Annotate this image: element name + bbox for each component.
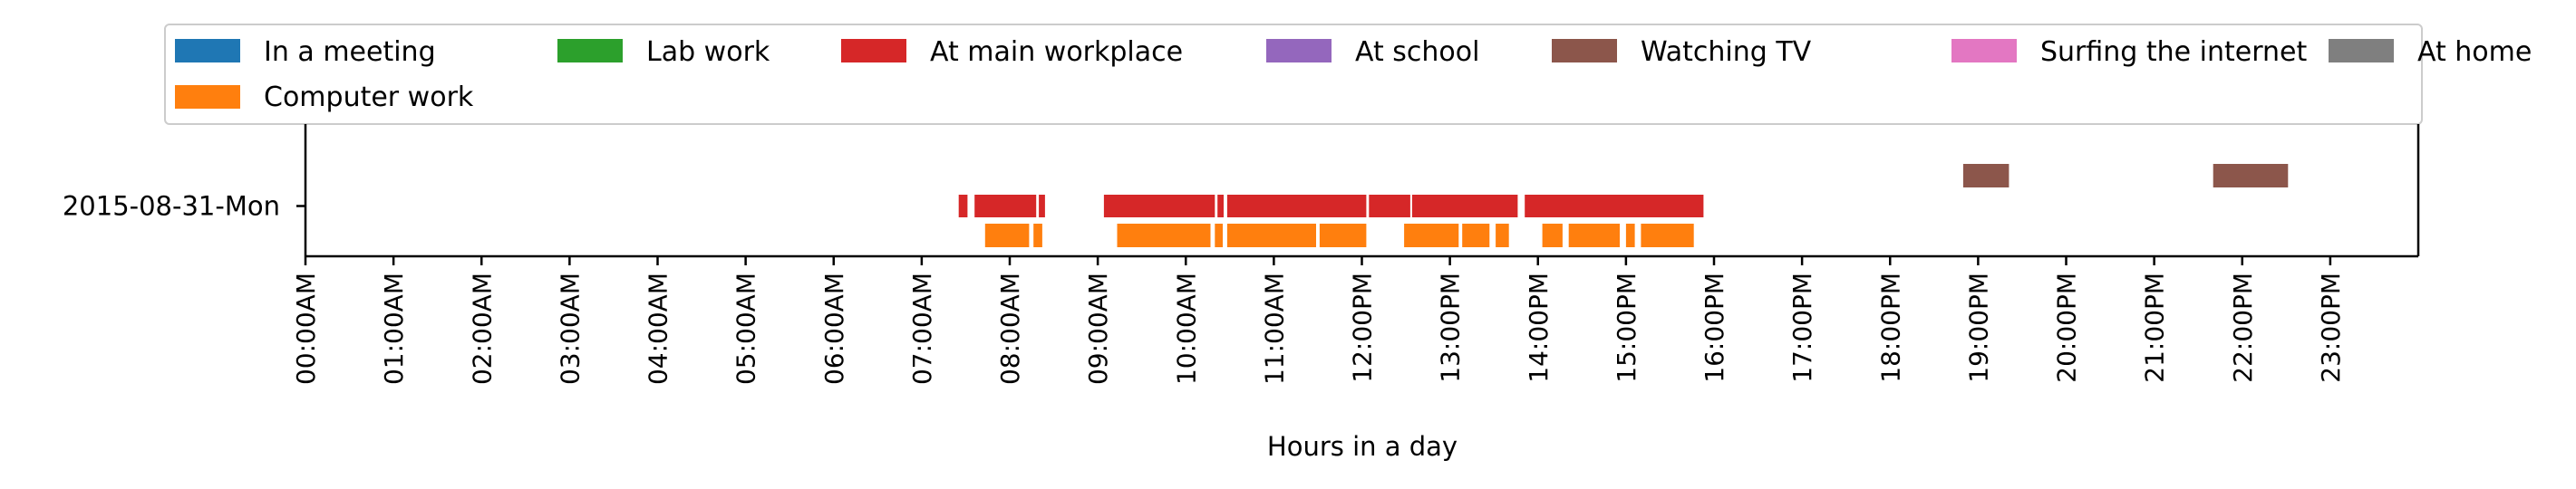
x-tick-label: 20:00PM: [2052, 273, 2082, 383]
bar-computer-work: [984, 224, 1030, 247]
bar-computer-work: [1319, 224, 1367, 247]
x-tick-label: 09:00AM: [1083, 273, 1113, 385]
bar-at-main-workplace: [1039, 195, 1045, 217]
bar-at-main-workplace: [1217, 195, 1224, 217]
y-axis-ticks: 2015-08-31-Mon: [63, 191, 305, 222]
x-tick-label: 22:00PM: [2228, 273, 2258, 383]
x-tick-label: 16:00PM: [1700, 273, 1729, 383]
bar-computer-work: [1033, 224, 1042, 247]
bar-computer-work: [1542, 224, 1563, 247]
x-tick-label: 15:00PM: [1612, 273, 1641, 383]
x-tick-label: 06:00AM: [819, 273, 849, 385]
bar-computer-work: [1568, 224, 1620, 247]
x-tick-label: 21:00PM: [2140, 273, 2170, 383]
legend-entry-label: At main workplace: [930, 36, 1183, 68]
plot-bars: [958, 164, 2289, 247]
x-tick-label: 08:00AM: [995, 273, 1025, 385]
y-category-label: 2015-08-31-Mon: [63, 191, 280, 222]
bar-at-main-workplace: [958, 195, 968, 217]
bar-at-main-workplace: [974, 195, 1037, 217]
x-tick-label: 11:00AM: [1259, 273, 1289, 385]
x-tick-label: 03:00AM: [555, 273, 585, 385]
x-tick-label: 05:00AM: [731, 273, 761, 385]
bar-computer-work: [1496, 224, 1509, 247]
legend-swatch: [1266, 39, 1332, 62]
bar-at-main-workplace: [1525, 195, 1704, 217]
bar-computer-work: [1625, 224, 1635, 247]
legend-entry-label: Surfing the internet: [2040, 36, 2307, 68]
legend-entry-label: Watching TV: [1641, 36, 1812, 68]
bar-computer-work: [1117, 224, 1211, 247]
bar-at-main-workplace: [1369, 195, 1410, 217]
legend-entry-label: At home: [2417, 36, 2532, 68]
x-tick-label: 23:00PM: [2316, 273, 2346, 383]
bar-computer-work: [1215, 224, 1223, 247]
bar-at-main-workplace: [1226, 195, 1367, 217]
legend-entry-label: Computer work: [264, 82, 474, 113]
x-tick-label: 19:00PM: [1963, 273, 1993, 383]
bar-watching-tv: [1962, 164, 2009, 187]
legend-frame: [164, 24, 2423, 125]
x-tick-label: 00:00AM: [291, 273, 321, 385]
legend-swatch: [841, 39, 906, 62]
legend-swatch: [557, 39, 623, 62]
x-tick-label: 04:00AM: [644, 273, 673, 385]
x-tick-label: 02:00AM: [467, 273, 497, 385]
x-axis-label: Hours in a day: [1267, 431, 1457, 462]
legend-swatch: [175, 39, 240, 62]
x-tick-label: 17:00PM: [1787, 273, 1817, 383]
x-tick-label: 01:00AM: [379, 273, 409, 385]
x-tick-label: 12:00PM: [1348, 273, 1378, 383]
legend: In a meeting Lab work At main workplace At …: [164, 24, 2532, 125]
legend-entry-label: In a meeting: [264, 36, 436, 68]
x-tick-label: 10:00AM: [1171, 273, 1201, 385]
legend-swatch: [175, 85, 240, 109]
bar-computer-work: [1404, 224, 1459, 247]
bar-watching-tv: [2213, 164, 2289, 187]
bar-computer-work: [1462, 224, 1490, 247]
x-tick-label: 18:00PM: [1875, 273, 1905, 383]
x-tick-label: 14:00PM: [1524, 273, 1554, 383]
legend-swatch: [1552, 39, 1617, 62]
x-tick-label: 07:00AM: [907, 273, 937, 385]
x-tick-label: 13:00PM: [1436, 273, 1466, 383]
bar-computer-work: [1641, 224, 1694, 247]
legend-swatch: [1951, 39, 2017, 62]
bar-at-main-workplace: [1103, 195, 1215, 217]
bar-computer-work: [1226, 224, 1316, 247]
bar-at-main-workplace: [1411, 195, 1518, 217]
x-axis-ticks: 00:00AM 01:00AM 02:00AM 03:00AM 04:00AM 05:00…: [291, 256, 2346, 385]
legend-entry-label: At school: [1355, 36, 1479, 68]
legend-entry-label: Lab work: [646, 36, 770, 68]
legend-swatch: [2329, 39, 2394, 62]
